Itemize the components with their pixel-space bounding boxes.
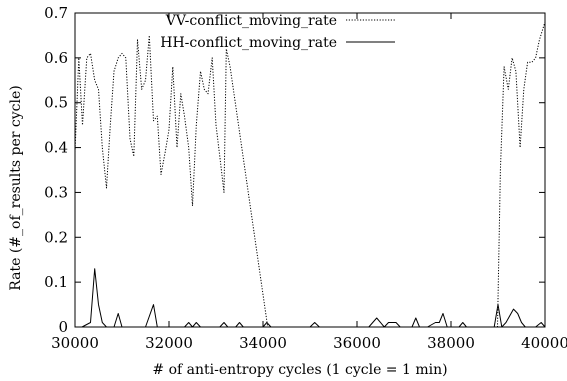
x-tick-label: 34000 — [239, 334, 287, 352]
y-tick-label: 0.2 — [44, 228, 68, 246]
y-tick-label: 0.5 — [44, 94, 68, 112]
legend-label-hh: HH-conflict_moving_rate — [160, 35, 337, 51]
y-tick-label: 0.7 — [44, 4, 68, 22]
y-tick-label: 0.1 — [44, 273, 68, 291]
y-tick-label: 0.4 — [44, 139, 68, 157]
series-line-vv — [74, 21, 546, 328]
series-layer — [74, 21, 546, 328]
legend: VV-conflict_moving_rate HH-conflict_movi… — [160, 13, 395, 51]
x-axis-label: # of anti-entropy cycles (1 cycle = 1 mi… — [152, 362, 447, 378]
y-tick-label: 0.3 — [44, 183, 68, 201]
y-axis-label: Rate (#_of_results per cycle) — [8, 85, 24, 291]
x-tick-label: 38000 — [427, 334, 475, 352]
legend-label-vv: VV-conflict_moving_rate — [165, 13, 337, 29]
series-line-hh — [75, 268, 546, 328]
y-tick-label: 0.6 — [44, 49, 68, 67]
x-tick-label: 30000 — [51, 334, 99, 352]
x-tick-label: 32000 — [145, 334, 193, 352]
y-tick-label: 0 — [58, 318, 68, 336]
plot-frame — [74, 12, 546, 328]
x-tick-label: 36000 — [333, 334, 381, 352]
x-tick-label: 40000 — [521, 334, 567, 352]
ticks-layer: 0 0.1 0.2 0.3 0.4 0.5 0.6 0.7 30000 32000 34000 360… — [44, 4, 567, 352]
